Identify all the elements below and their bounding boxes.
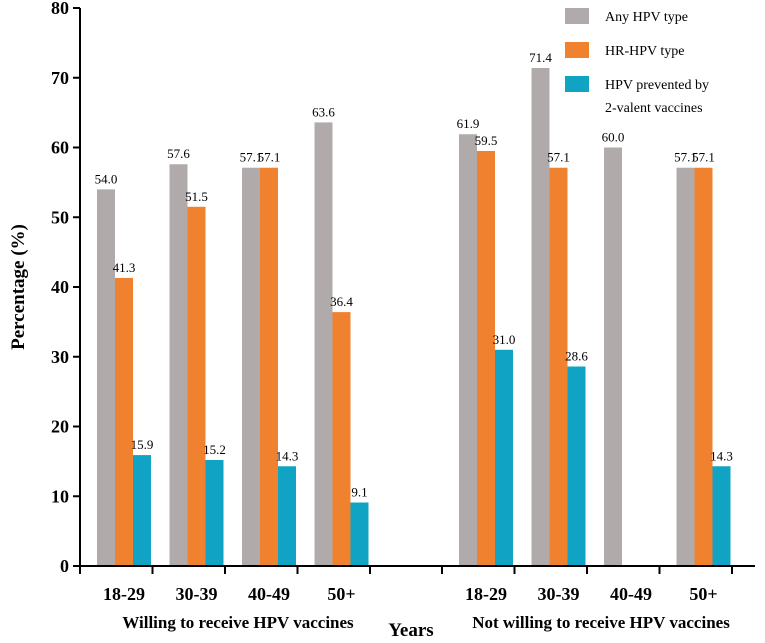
x-category-label: 18-29 <box>103 584 145 604</box>
data-label: 57.1 <box>692 150 715 165</box>
x-category-label: 50+ <box>689 584 717 604</box>
data-label: 57.1 <box>547 150 570 165</box>
group-label-not-willing: Not willing to receive HPV vaccines <box>472 613 730 632</box>
y-tick-label: 40 <box>51 277 69 297</box>
x-category-label: 30-39 <box>538 584 580 604</box>
bar-hr-hpv-type-7 <box>694 167 713 567</box>
y-tick-label: 30 <box>51 347 69 367</box>
data-label: 28.6 <box>565 349 588 364</box>
bar-any-hpv-type-1 <box>169 164 188 567</box>
legend-label: 2-valent vaccines <box>605 101 703 116</box>
y-tick-label: 10 <box>51 486 69 506</box>
bar-hpv-prevented-by-2-valent-vaccines-2 <box>278 466 296 566</box>
y-axis-title: Percentage (%) <box>8 224 29 350</box>
legend-swatch-0 <box>565 8 589 24</box>
data-label: 57.1 <box>674 150 697 165</box>
legend-label: Any HPV type <box>605 10 688 25</box>
data-label: 9.1 <box>351 485 367 500</box>
data-label: 15.9 <box>131 437 154 452</box>
legend-label: HPV prevented by <box>605 78 709 93</box>
data-label: 71.4 <box>529 50 552 65</box>
x-category-label: 40-49 <box>610 584 652 604</box>
bar-hpv-prevented-by-2-valent-vaccines-5 <box>567 366 586 566</box>
bar-hpv-prevented-by-2-valent-vaccines-3 <box>350 502 369 566</box>
bar-any-hpv-type-5 <box>531 67 550 567</box>
y-tick-label: 0 <box>60 556 69 576</box>
data-label: 60.0 <box>602 130 625 145</box>
data-label: 51.5 <box>185 189 208 204</box>
data-label: 41.3 <box>113 260 136 275</box>
data-label: 59.5 <box>475 133 498 148</box>
bar-hr-hpv-type-2 <box>260 167 278 567</box>
y-tick-label: 70 <box>51 68 69 88</box>
y-tick-label: 80 <box>51 0 69 18</box>
data-label: 14.3 <box>710 448 733 463</box>
bar-hr-hpv-type-4 <box>477 150 495 567</box>
x-category-label: 40-49 <box>248 584 290 604</box>
bar-hpv-prevented-by-2-valent-vaccines-4 <box>495 349 513 566</box>
x-category-label: 50+ <box>327 584 355 604</box>
bar-hpv-prevented-by-2-valent-vaccines-1 <box>205 459 224 566</box>
data-label: 61.9 <box>457 116 480 131</box>
x-category-label: 30-39 <box>176 584 218 604</box>
x-axis-title: Years <box>388 620 433 641</box>
y-tick-label: 20 <box>51 417 69 437</box>
legend-label: HR-HPV type <box>605 44 684 59</box>
legend-swatch-1 <box>565 42 589 58</box>
data-label: 57.1 <box>240 150 263 165</box>
bar-any-hpv-type-4 <box>459 134 477 566</box>
bar-hpv-prevented-by-2-valent-vaccines-7 <box>712 466 731 566</box>
bar-any-hpv-type-2 <box>242 167 260 567</box>
x-category-label: 18-29 <box>465 584 507 604</box>
y-tick-label: 60 <box>51 138 69 158</box>
bar-any-hpv-type-7 <box>676 167 695 567</box>
data-label: 15.2 <box>203 442 226 457</box>
data-label: 14.3 <box>276 448 299 463</box>
data-label: 54.0 <box>95 171 118 186</box>
bar-hpv-prevented-by-2-valent-vaccines-0 <box>133 455 151 566</box>
group-label-willing: Willing to receive HPV vaccines <box>122 613 354 632</box>
bar-any-hpv-type-0 <box>97 189 115 566</box>
bar-hr-hpv-type-3 <box>332 312 351 566</box>
bar-any-hpv-type-3 <box>314 122 333 566</box>
legend-swatch-2 <box>565 76 589 92</box>
data-label: 63.6 <box>312 104 335 119</box>
bar-hr-hpv-type-1 <box>187 206 206 566</box>
y-tick-label: 50 <box>51 207 69 227</box>
plot-area: 54.0 57.6 57.1 63.6 61.9 71.4 60.0 57.1 41.3 51.5… <box>8 0 755 641</box>
data-label: 57.1 <box>258 150 281 165</box>
bar-hr-hpv-type-0 <box>115 277 133 566</box>
bar-hr-hpv-type-5 <box>549 167 568 567</box>
data-label: 31.0 <box>493 332 516 347</box>
data-label: 57.6 <box>167 146 190 161</box>
data-label: 36.4 <box>330 294 353 309</box>
bar-any-hpv-type-6 <box>604 147 622 566</box>
